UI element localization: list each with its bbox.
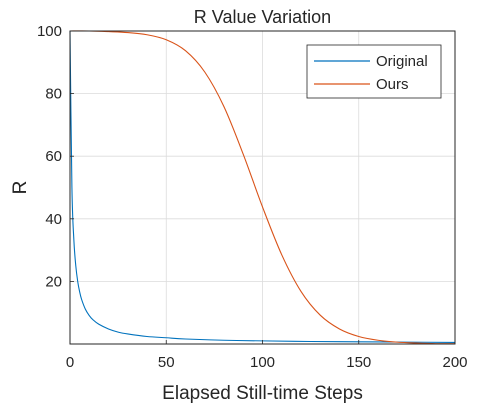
chart-title: R Value Variation [194,7,331,27]
x-tick-label: 200 [442,354,467,371]
legend: Original Ours [306,44,442,99]
x-tick-label: 150 [346,354,371,371]
legend-label-ours: Ours [376,76,409,93]
y-tick-label: 40 [45,211,62,228]
series-lines [69,30,456,345]
axis-ticks: 0 50 100 150 200 20 40 60 80 100 [37,23,468,371]
x-tick-label: 100 [250,354,275,371]
x-tick-label: 50 [158,354,175,371]
series-line-original [69,30,456,343]
legend-box [306,44,442,99]
x-axis-title: Elapsed Still-time Steps [162,383,363,404]
x-tick-label: 0 [66,354,74,371]
series-line-ours [69,30,456,345]
y-tick-label: 60 [45,148,62,165]
y-tick-label: 80 [45,86,62,103]
y-axis-title: R [10,181,31,195]
y-tick-label: 20 [45,273,62,290]
legend-label-original: Original [376,53,428,70]
y-tick-label: 100 [37,23,62,40]
